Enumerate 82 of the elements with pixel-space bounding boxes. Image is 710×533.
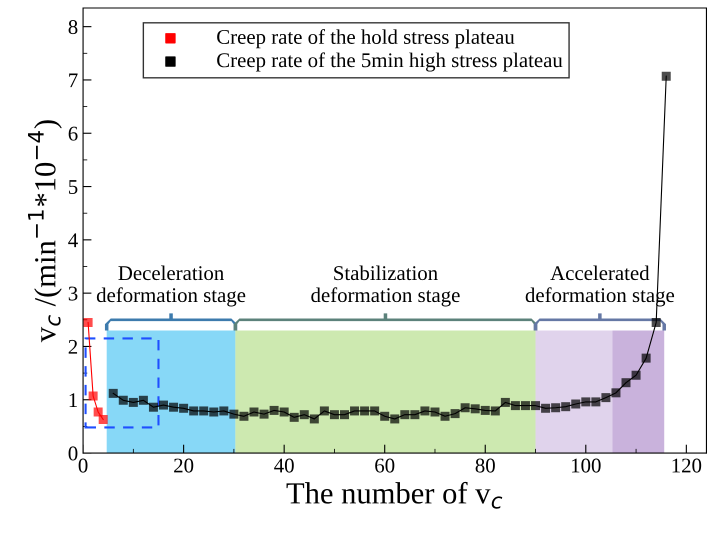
point [611,388,620,398]
point [159,400,168,410]
y-tick-label: 2 [68,340,78,354]
point [410,410,420,420]
point [94,408,103,417]
point [320,406,329,416]
point [622,378,631,388]
point [84,318,93,327]
x-tick-label: 20 [174,458,194,473]
point [179,404,188,413]
point [561,402,570,412]
x-tick-label: 60 [375,458,394,473]
point [239,412,248,421]
x-axis-title: The number of v$_{c}$ [286,482,502,509]
point [219,406,228,416]
point [370,406,380,416]
y-tick-label: 0 [68,446,78,460]
x-tick-label: 80 [476,458,495,473]
point [209,408,218,417]
point [88,392,98,401]
x-tick-label: 0 [78,458,88,473]
point [310,414,319,424]
legend-label: Creep rate of the hold stress plateau [217,29,514,48]
y-tick-label: 3 [68,286,78,301]
point [330,410,339,420]
point [551,403,560,412]
point [290,412,299,422]
point [169,402,178,412]
point [148,402,158,412]
y-tick-label: 4 [68,233,78,248]
point [380,412,390,421]
point [632,370,641,380]
point [249,408,258,417]
point [450,409,460,418]
point [662,72,671,81]
x-tick-label: 120 [672,458,702,473]
point [340,410,349,420]
point [480,406,490,415]
point [460,403,470,412]
point [470,404,480,414]
band-label: Deceleration deformation stage [96,265,246,306]
point [490,406,500,416]
point [118,396,128,405]
point [500,398,510,407]
point [189,406,198,416]
point [300,410,309,420]
legend-label: Creep rate of the 5min high stress plateau [217,52,562,72]
point [108,388,118,398]
y-tick-label: 8 [68,20,78,34]
point [642,354,651,363]
x-tick-label: 100 [572,458,601,473]
y-tick-label: 5 [69,180,78,194]
point [229,410,238,419]
point [652,318,661,327]
point [581,397,590,406]
point [270,406,279,415]
point [199,406,208,416]
point [430,408,440,417]
point [350,406,360,416]
point [260,410,269,419]
point [520,401,530,410]
point [128,398,138,407]
point [541,404,550,413]
y-tick-label: 7 [69,74,78,88]
y-tick-label: 6 [68,126,78,141]
point [601,393,610,402]
point [531,401,540,410]
point [280,408,289,417]
point [591,397,600,406]
point [571,400,580,409]
point [138,396,148,405]
x-tick-label: 40 [274,458,294,473]
y-axis-title: v$_{c}$ /(min$^{−1}$*10$^{−4}$) [28,120,62,342]
band-label: Stabilization deformation stage [311,265,460,306]
point [440,412,450,421]
point [400,410,410,420]
point [420,406,430,416]
y-tick-label: 1 [70,393,77,407]
point [360,406,370,416]
point [390,414,400,424]
point [98,414,108,424]
point [510,401,520,410]
